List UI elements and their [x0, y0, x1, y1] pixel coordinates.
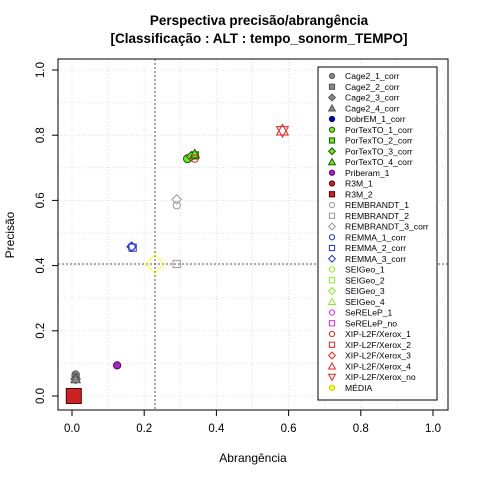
legend-entry: Cage2_3_corr	[345, 93, 400, 103]
chart-title: Perspectiva precisão/abrangência	[150, 13, 369, 28]
legend-marker	[328, 384, 336, 391]
legend-marker	[328, 277, 336, 284]
legend-marker	[327, 361, 337, 370]
legend-entry: SEIGeo_4	[345, 297, 385, 307]
legend-marker	[328, 191, 336, 198]
legend-entry: R3M_1	[345, 179, 373, 189]
y-axis-label: Precisão	[3, 211, 17, 258]
legend-entry: SEIGeo_1	[345, 265, 385, 275]
legend-box	[317, 66, 438, 401]
legend-entry: REMBRANDT_2	[345, 211, 409, 221]
legend-entry: XIP-L2F/Xerox_no	[345, 372, 416, 382]
legend-entry: REMBRANDT_1	[345, 200, 409, 210]
legend-marker	[327, 254, 337, 263]
legend-marker	[328, 201, 336, 209]
y-axis: 0.0 0.2 0.4 0.6 0.8 1.0	[35, 62, 59, 404]
legend-entry: XIP-L2F/Xerox_1	[345, 329, 411, 339]
legend-marker	[328, 137, 336, 144]
legend-marker	[328, 244, 336, 252]
chart-subtitle: [Classificação : ALT : tempo_sonorm_TEMP…	[110, 31, 407, 46]
legend-entry: SeRELeP_no	[345, 318, 397, 328]
legend-marker	[327, 351, 337, 360]
legend-marker	[327, 157, 337, 166]
x-tick-label: 1.0	[425, 423, 441, 435]
data-points	[65, 123, 338, 404]
legend-marker	[328, 212, 336, 219]
legend-entry: REMMA_1_corr	[345, 232, 406, 242]
data-point-rembrandt-3-corr	[171, 194, 183, 205]
legend-entry: Cage2_1_corr	[345, 71, 400, 81]
data-point-rembrandt-2	[172, 259, 181, 269]
legend-entry: SeRELeP_1	[345, 308, 393, 318]
legend-marker	[328, 330, 336, 338]
data-point-rembrandt-1	[172, 201, 181, 210]
legend-marker	[328, 126, 336, 133]
x-tick-label: 0.2	[136, 423, 152, 435]
data-point-cage2-4-corr	[70, 373, 82, 384]
x-tick-label: 0.0	[64, 423, 80, 435]
legend-marker	[327, 147, 337, 156]
data-point-remma-1-corr	[127, 242, 136, 251]
legend-marker	[328, 234, 336, 241]
legend-entry: PorTexTO_2_corr	[345, 136, 413, 146]
legend-marker	[328, 115, 336, 123]
legend-entry: SEIGeo_2	[345, 275, 385, 285]
y-tick-label: 0.4	[35, 257, 47, 274]
legend-entry: DobrEM_1_corr	[345, 114, 406, 124]
legend-entry: REMMA_3_corr	[345, 254, 406, 264]
x-tick-label: 0.4	[208, 423, 225, 435]
legend-marker	[328, 180, 336, 187]
y-tick-label: 1.0	[35, 62, 47, 78]
legend-marker	[327, 103, 337, 112]
y-tick-label: 0.8	[35, 127, 47, 143]
legend-entry: XIP-L2F/Xerox_2	[345, 340, 411, 350]
y-tick-label: 0.6	[35, 192, 47, 208]
legend-marker	[328, 72, 336, 80]
x-tick-label: 0.6	[281, 423, 297, 435]
legend-marker	[328, 169, 336, 176]
x-tick-label: 0.8	[353, 423, 369, 435]
legend-entry: Priberam_1	[345, 168, 390, 178]
legend-entry: REMMA_2_corr	[345, 243, 406, 253]
legend-entry: Cage2_4_corr	[345, 103, 400, 113]
data-point-m-dia	[144, 253, 166, 275]
y-tick-label: 0.0	[35, 388, 47, 404]
legend-marker	[327, 93, 337, 102]
legend: Cage2_1_corrCage2_2_corrCage2_3_corrCage…	[317, 66, 438, 401]
legend-marker	[327, 297, 337, 305]
x-axis: 0.0 0.2 0.4 0.6 0.8 1.0	[64, 409, 441, 435]
y-tick-label: 0.2	[35, 323, 47, 339]
legend-marker	[328, 309, 336, 316]
data-point-xip-l2f-xerox-no	[275, 126, 290, 139]
legend-entry: PorTexTO_4_corr	[345, 157, 413, 167]
legend-entry: PorTexTO_1_corr	[345, 125, 413, 135]
legend-marker	[328, 83, 336, 90]
legend-marker	[327, 222, 337, 231]
legend-entry: XIP-L2F/Xerox_4	[345, 361, 411, 371]
data-point-priberam-1	[113, 361, 122, 370]
legend-marker	[328, 266, 336, 273]
legend-entry: MÉDIA	[345, 383, 372, 393]
data-point-remma-2-corr	[128, 243, 137, 252]
x-axis-label: Abrangência	[219, 451, 287, 465]
data-point-xip-l2f-xerox-4	[275, 123, 290, 136]
legend-entry: SEIGeo_3	[345, 286, 385, 296]
data-point-remma-3-corr	[126, 241, 137, 253]
legend-marker	[327, 286, 337, 296]
legend-entry: PorTexTO_3_corr	[345, 146, 413, 156]
legend-entry: XIP-L2F/Xerox_3	[345, 351, 411, 361]
legend-entry: REMBRANDT_3_corr	[345, 222, 429, 232]
legend-entry: Cage2_2_corr	[345, 82, 400, 92]
legend-entry: R3M_2	[345, 189, 373, 199]
legend-marker	[327, 373, 337, 382]
legend-marker	[328, 320, 336, 327]
data-point-xip-l2f-xerox-1	[190, 154, 199, 163]
data-point-r3m-2	[65, 388, 82, 404]
legend-marker	[328, 341, 336, 348]
